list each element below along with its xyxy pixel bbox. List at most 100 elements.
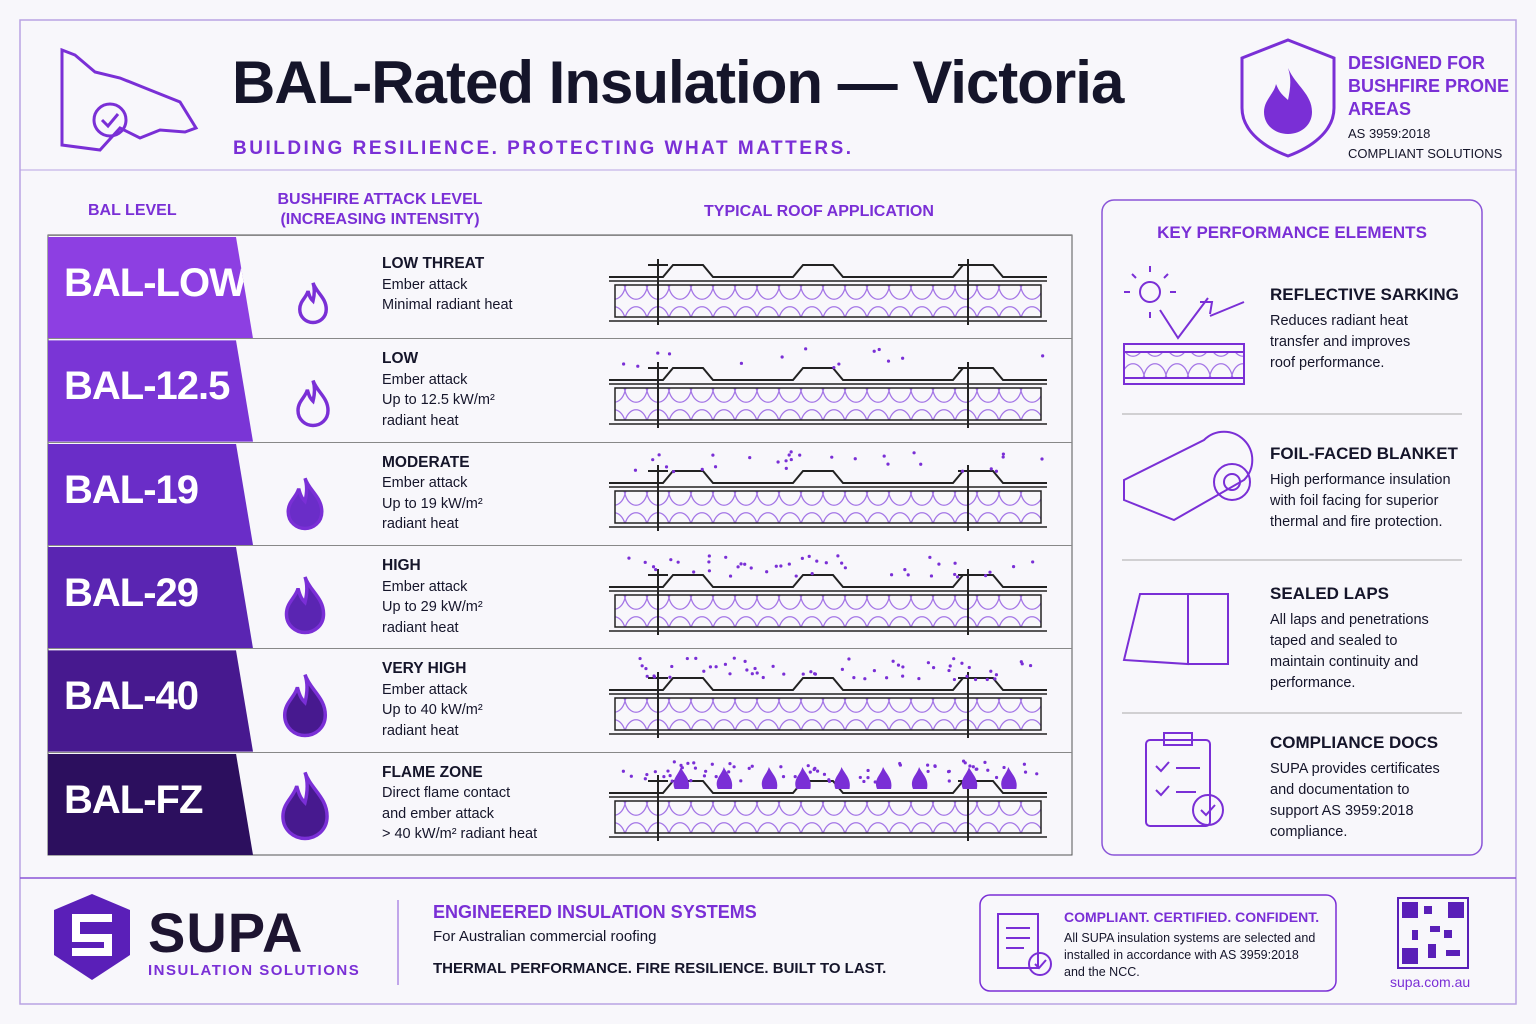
key-item: REFLECTIVE SARKING Reduces radiant heat tr… [1270,285,1475,374]
threat-title: FLAME ZONE [382,763,483,781]
threat-detail: Ember attack [382,681,468,698]
level-label: BAL-12.5 [64,364,230,409]
threat: LOW THREAT Ember attack Minimal radiant he… [382,254,513,316]
row: BAL-40 VERY HIGH Ember attack Up to 40 kW/m… [48,648,1072,752]
flame-icon [284,575,326,634]
key-line: thermal and fire protection. [1270,514,1443,530]
column-header-line: (INCREASING INTENSITY) [280,211,480,228]
row: BAL-FZ FLAME ZONE Direct flame contact and … [48,751,1072,856]
threat-title: MODERATE [382,453,470,471]
threat-detail: Ember attack [382,475,468,492]
key-title: REFLECTIVE SARKING [1270,285,1459,304]
key-item: FOIL-FACED BLANKET High performance insul… [1270,444,1475,533]
key-line: SUPA provides certificates [1270,761,1440,777]
key-text: All laps and penetrations taped and seale… [1270,610,1475,694]
footer-motto: THERMAL PERFORMANCE. FIRE RESILIENCE. BU… [433,960,887,977]
threat-detail: Ember attack [382,276,468,293]
threat-detail: radiant heat [382,412,459,429]
roof-diagram [609,759,1047,842]
key-line: taped and sealed to [1270,633,1398,649]
brand: SUPA [148,901,304,964]
threat-title: HIGH [382,557,421,574]
key-title: FOIL-FACED BLANKET [1270,444,1458,463]
key-line: maintain continuity and [1270,654,1419,670]
roof-diagram [609,450,1047,532]
column-header: BUSHFIRE ATTACK LEVEL (INCREASING INTENSI… [270,190,490,230]
level-band: BAL-29 [48,547,253,649]
flame-icon [282,673,328,738]
row: BAL-19 MODERATE Ember attack Up to 19 kW/m²… [48,441,1072,546]
threat-detail: Direct flame contact [382,785,511,802]
threat-detail: Minimal radiant heat [382,297,513,313]
threat-detail: radiant heat [382,722,459,739]
threat-detail: Up to 19 kW/m² [382,495,483,512]
brand-sub: INSULATION SOLUTIONS [148,962,361,979]
key-line: with foil facing for superior [1270,493,1439,509]
key-line: Reduces radiant heat [1270,313,1408,329]
key-line: performance. [1270,675,1356,691]
level-label: BAL-LOW [64,261,247,305]
key-text: High performance insulation with foil fac… [1270,470,1475,533]
key-line: support AS 3959:2018 [1270,803,1414,819]
flame-icon [281,771,329,841]
badge-line: DESIGNED FOR [1348,53,1486,73]
badge-line: AREAS [1348,99,1412,119]
row: BAL-29 HIGH Ember attack Up to 29 kW/m² radi… [48,545,1072,649]
key-title: COMPLIANCE DOCS [1270,733,1439,752]
notice-line: All SUPA insulation systems are selected… [1064,931,1316,945]
key-line: compliance. [1270,824,1348,840]
key-line: transfer and improves [1270,334,1411,350]
badge-note: AS 3959:2018 COMPLIANT SOLUTIONS [1348,124,1502,164]
key-title: SEALED LAPS [1270,584,1390,603]
badge-line: BUSHFIRE PRONE [1348,76,1510,96]
level-label: BAL-FZ [64,777,203,822]
title: BAL-Rated Insulation — Victoria [232,49,1124,116]
threat-detail: and ember attack [382,805,495,822]
threat-detail: Ember attack [382,578,468,595]
threat-detail: Ember attack [382,371,468,388]
threat-title: LOW THREAT [382,255,485,272]
key-line: High performance insulation [1270,472,1451,488]
threat-detail: Up to 29 kW/m² [382,599,483,615]
level-band: BAL-12.5 [48,340,253,442]
footer-heading: ENGINEERED INSULATION SYSTEMS [433,902,757,922]
threat-detail: Up to 12.5 kW/m² [382,392,495,409]
notice-text: All SUPA insulation systems are selected… [1064,930,1315,981]
flame-icon [296,379,330,428]
threat: HIGH Ember attack Up to 29 kW/m² radiant he… [382,556,483,638]
roof-diagram [609,258,1047,325]
key-item: COMPLIANCE DOCS SUPA provides certificate… [1270,733,1475,843]
badge-heading: DESIGNED FOR BUSHFIRE PRONE AREAS [1348,52,1509,121]
row: BAL-LOW LOW THREAT Ember attack Minimal rad… [48,235,1072,339]
column-header: TYPICAL ROOF APPLICATION [704,203,934,220]
flame-icon [298,281,328,324]
threat-detail: radiant heat [382,516,459,533]
key-line: roof performance. [1270,355,1385,371]
column-header-line: BUSHFIRE ATTACK LEVEL [277,191,483,208]
level-band: BAL-LOW [48,237,253,339]
level-band: BAL-40 [48,650,253,752]
column-header: BAL LEVEL [88,202,177,219]
threat: FLAME ZONE Direct flame contact and ember … [382,763,537,845]
threat-title: VERY HIGH [382,660,467,678]
level-label: BAL-29 [64,571,199,615]
roof-diagram [609,656,1047,738]
panel-title: KEY PERFORMANCE ELEMENTS [1157,223,1427,242]
notice-line: installed in accordance with AS 3959:201… [1064,948,1299,962]
threat-title: LOW [382,350,419,368]
key-text: Reduces radiant heat transfer and improve… [1270,311,1475,374]
key-text: SUPA provides certificates and documentat… [1270,759,1475,843]
level-band: BAL-FZ [48,753,253,855]
threat: VERY HIGH Ember attack Up to 40 kW/m² radia… [382,659,483,741]
threat-detail: Up to 40 kW/m² [382,702,483,719]
tagline: BUILDING RESILIENCE. PROTECTING WHAT MAT… [233,138,854,159]
key-line: All laps and penetrations [1270,612,1429,628]
level-band: BAL-19 [48,443,253,545]
level-label: BAL-19 [64,467,199,512]
threat-detail: > 40 kW/m² radiant heat [382,826,538,843]
key-line: and documentation to [1270,782,1410,798]
roof-diagram [609,347,1047,428]
notice-title: COMPLIANT. CERTIFIED. CONFIDENT. [1064,909,1320,925]
flame-icon [286,477,324,531]
